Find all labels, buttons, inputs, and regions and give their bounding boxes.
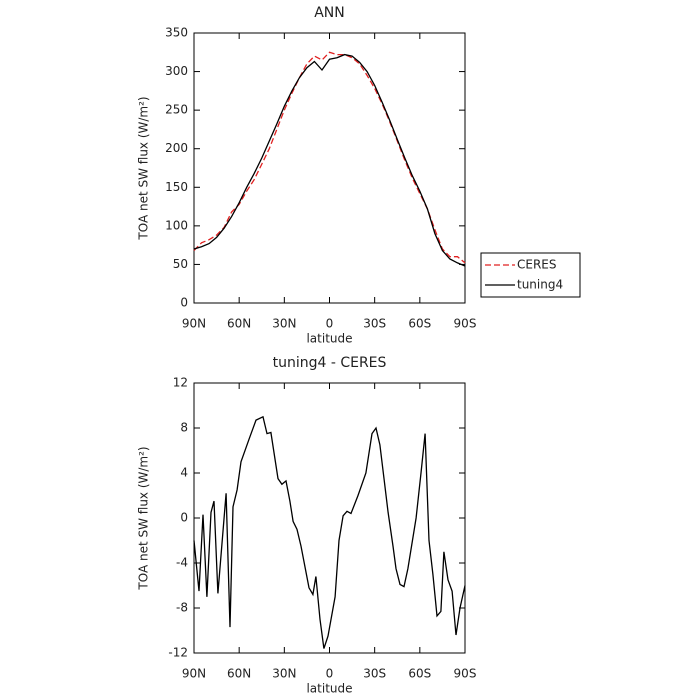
y-tick-label: 200 [165,141,188,155]
y-tick-label: 100 [165,218,188,232]
y-axis-label: TOA net SW flux (W/m²) [137,446,151,590]
legend-label: tuning4 [517,278,563,292]
y-tick-label: 8 [180,421,188,435]
x-tick-label: 30N [272,667,296,681]
y-tick-label: 0 [180,296,188,310]
data-line [193,53,466,267]
legend-label: CERES [517,258,557,272]
chart-title: tuning4 - CERES [273,355,387,371]
y-tick-label: 0 [180,511,188,525]
x-tick-label: 0 [326,317,334,331]
y-tick-label: -4 [176,556,188,570]
y-tick-label: -12 [168,646,188,660]
x-tick-label: 90S [454,667,477,681]
x-tick-label: 30S [363,317,386,331]
y-tick-label: 50 [173,257,188,271]
y-tick-label: 300 [165,64,188,78]
x-tick-label: 60S [408,667,431,681]
y-tick-label: 150 [165,180,188,194]
data-line [193,415,466,649]
plot-frame [193,382,466,654]
data-line [193,51,466,264]
x-tick-label: 0 [326,667,334,681]
x-tick-label: 60N [227,667,251,681]
y-tick-label: 250 [165,103,188,117]
y-tick-label: 12 [173,376,188,390]
y-axis-label: TOA net SW flux (W/m²) [137,96,151,240]
x-tick-label: 60S [408,317,431,331]
y-tick-label: 350 [165,26,188,40]
x-tick-label: 30N [272,317,296,331]
x-axis-label: latitude [306,332,352,346]
plot-frame [193,32,466,304]
legend-box [480,252,581,298]
y-tick-label: -8 [176,601,188,615]
x-tick-label: 30S [363,667,386,681]
y-tick-label: 4 [180,466,188,480]
x-tick-label: 90N [182,317,206,331]
x-tick-label: 90N [182,667,206,681]
chart-title: ANN [314,5,345,21]
x-tick-label: 90S [454,317,477,331]
x-axis-label: latitude [306,682,352,696]
x-tick-label: 60N [227,317,251,331]
